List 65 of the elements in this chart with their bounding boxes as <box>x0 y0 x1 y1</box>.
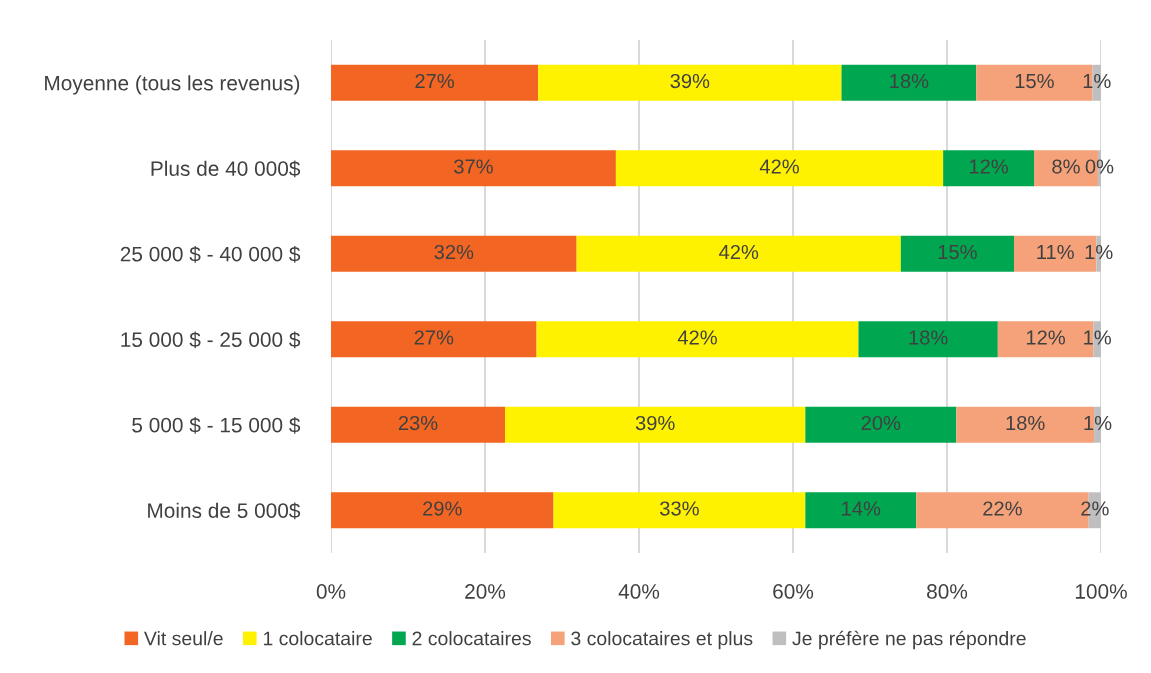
bar <box>858 321 998 358</box>
data-label: 42% <box>719 244 759 260</box>
data-label: 8% <box>1052 159 1080 174</box>
data-label: 39% <box>635 415 675 431</box>
legend-label: 2 colocataires <box>412 631 531 646</box>
x-tick-label: 40% <box>618 584 660 599</box>
bar <box>805 492 917 529</box>
bar <box>576 235 901 272</box>
data-label: 1% <box>1083 73 1111 89</box>
data-label: 32% <box>434 244 474 260</box>
bar <box>553 492 806 529</box>
data-label: 27% <box>415 73 454 89</box>
bar <box>538 64 842 101</box>
data-label: 23% <box>398 415 438 431</box>
legend-label: Je préfère ne pas répondre <box>792 630 1026 650</box>
data-label: 39% <box>670 73 710 89</box>
data-label: 42% <box>677 330 717 345</box>
x-tick-label: 20% <box>465 584 506 599</box>
x-tick-label: 80% <box>927 584 968 599</box>
data-label: 18% <box>1006 415 1045 431</box>
data-label: 37% <box>454 159 493 174</box>
data-label: 27% <box>414 330 454 345</box>
data-label: 1% <box>1084 415 1112 431</box>
data-label: 1% <box>1084 330 1111 345</box>
bar <box>331 321 537 358</box>
y-tick-label: Plus de 40 000$ <box>151 160 301 178</box>
y-tick-label: Moyenne (tous les revenus) <box>45 75 300 95</box>
data-label: 15% <box>1015 73 1054 89</box>
data-label: 18% <box>909 330 948 345</box>
data-label: 2% <box>1081 501 1109 516</box>
legend-label: 3 colocataires et plus <box>571 631 753 650</box>
y-tick-label: 25 000 $ - 40 000 $ <box>120 245 301 263</box>
y-tick-label: Moins de 5 000$ <box>148 502 301 520</box>
y-tick-label: 5 000 $ - 15 000 $ <box>132 416 301 434</box>
bar <box>615 150 944 187</box>
bar <box>331 150 616 187</box>
bar <box>805 406 957 443</box>
bar <box>505 406 806 443</box>
data-label: 14% <box>842 501 881 516</box>
data-label: 29% <box>423 501 462 516</box>
data-label: 20% <box>861 415 901 431</box>
data-label: 22% <box>983 501 1022 516</box>
bar <box>331 406 506 443</box>
data-label: 18% <box>890 73 929 89</box>
bar <box>331 235 577 272</box>
data-label: 42% <box>759 159 799 174</box>
x-tick-label: 100% <box>1075 584 1127 599</box>
legend-label: Vit seul/e <box>144 631 223 646</box>
bar <box>900 235 1014 272</box>
bar <box>331 64 539 101</box>
bar <box>536 321 859 358</box>
data-label: 12% <box>969 159 1009 174</box>
x-tick-label: 60% <box>773 584 814 599</box>
data-label: 12% <box>1026 330 1065 345</box>
bar <box>841 64 977 101</box>
x-tick-label: 0% <box>316 584 346 599</box>
bar <box>331 492 554 529</box>
legend-label: 1 colocataire <box>263 631 372 646</box>
bar <box>943 150 1035 187</box>
y-tick-label: 15 000 $ - 25 000 $ <box>121 331 301 349</box>
data-label: 11% <box>1037 244 1074 260</box>
data-label: 15% <box>938 244 977 260</box>
data-label: 0% <box>1085 159 1114 174</box>
data-label: 1% <box>1085 244 1113 260</box>
data-label: 33% <box>660 501 699 516</box>
